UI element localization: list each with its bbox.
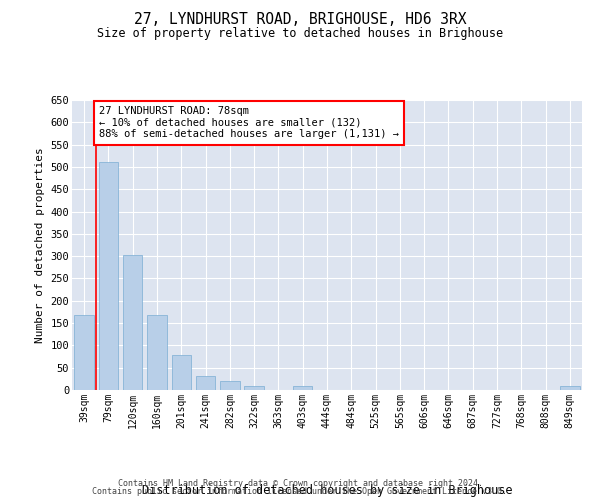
Bar (196, 376, 215, 390)
Text: Contains public sector information licensed under the Open Government Licence v3: Contains public sector information licen… (92, 487, 508, 496)
Bar (147, 315, 167, 390)
Bar (172, 355, 191, 390)
Bar (293, 386, 313, 390)
Bar (123, 256, 142, 390)
Y-axis label: Number of detached properties: Number of detached properties (35, 147, 45, 343)
Text: Size of property relative to detached houses in Brighouse: Size of property relative to detached ho… (97, 28, 503, 40)
Bar (74, 315, 94, 390)
Bar (244, 386, 264, 390)
Text: 27 LYNDHURST ROAD: 78sqm
← 10% of detached houses are smaller (132)
88% of semi-: 27 LYNDHURST ROAD: 78sqm ← 10% of detach… (99, 106, 399, 140)
X-axis label: Distribution of detached houses by size in Brighouse: Distribution of detached houses by size … (142, 484, 512, 496)
Text: Contains HM Land Registry data © Crown copyright and database right 2024.: Contains HM Land Registry data © Crown c… (118, 478, 482, 488)
Bar (220, 381, 239, 390)
Bar (99, 162, 118, 390)
Text: 27, LYNDHURST ROAD, BRIGHOUSE, HD6 3RX: 27, LYNDHURST ROAD, BRIGHOUSE, HD6 3RX (134, 12, 466, 28)
Bar (560, 386, 580, 390)
